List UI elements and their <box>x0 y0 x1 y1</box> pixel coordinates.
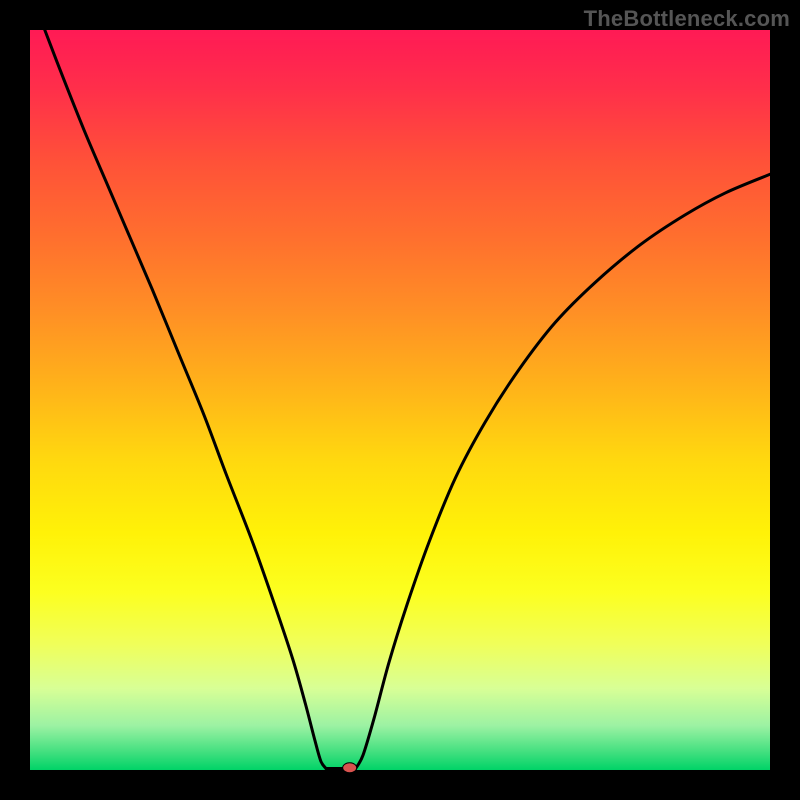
watermark-text: TheBottleneck.com <box>584 6 790 32</box>
chart-container: TheBottleneck.com <box>0 0 800 800</box>
plot-gradient-background <box>30 30 770 770</box>
sweet-spot-marker <box>343 763 357 773</box>
bottleneck-chart <box>0 0 800 800</box>
